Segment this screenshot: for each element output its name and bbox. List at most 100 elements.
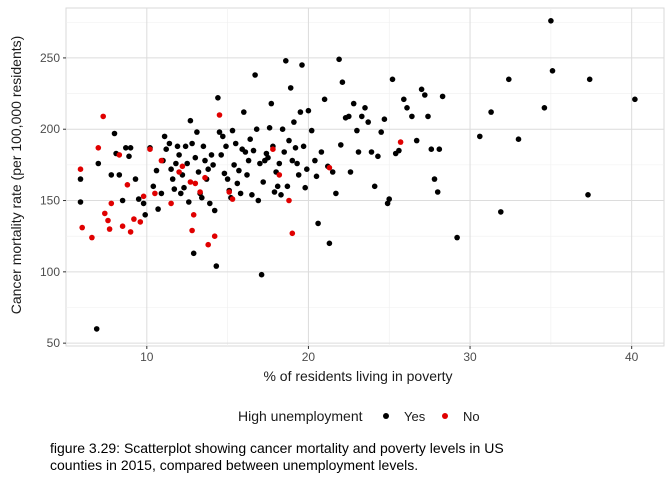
data-point-yes <box>116 172 123 178</box>
data-point-no <box>100 113 106 120</box>
data-point-no <box>202 174 208 181</box>
data-point-yes <box>221 170 228 177</box>
data-point-yes <box>436 146 443 152</box>
data-point-yes <box>354 127 360 134</box>
legend: High unemployment Yes No <box>238 408 480 424</box>
data-point-no <box>216 112 223 118</box>
data-point-yes <box>286 137 292 144</box>
data-point-yes <box>232 140 239 147</box>
data-point-yes <box>194 129 200 135</box>
data-point-yes <box>190 250 197 257</box>
data-point-yes <box>111 130 118 137</box>
data-point-yes <box>295 172 302 178</box>
data-point-yes <box>166 140 173 147</box>
data-point-no <box>197 189 203 195</box>
data-point-yes <box>215 95 221 101</box>
data-point-yes <box>312 157 318 164</box>
data-point-no <box>289 230 296 237</box>
data-point-yes <box>158 190 165 197</box>
data-point-yes <box>208 152 215 158</box>
data-point-yes <box>250 147 257 154</box>
data-points <box>77 18 638 332</box>
data-point-yes <box>274 183 281 190</box>
data-point-yes <box>350 100 357 107</box>
data-point-yes <box>127 145 134 151</box>
data-point-yes <box>207 200 213 207</box>
data-point-yes <box>244 172 250 178</box>
data-point-yes <box>339 79 346 85</box>
data-point-no <box>152 190 158 197</box>
data-point-yes <box>213 263 220 269</box>
data-point-yes <box>318 149 325 155</box>
data-point-yes <box>278 192 284 198</box>
data-point-yes <box>257 160 263 167</box>
data-point-yes <box>258 271 265 278</box>
data-point-yes <box>292 145 299 151</box>
data-point-no <box>226 189 232 195</box>
data-point-no <box>105 217 111 224</box>
panel-border <box>65 7 665 347</box>
data-point-no <box>95 145 102 151</box>
data-point-yes <box>276 160 283 167</box>
data-point-no <box>397 139 404 145</box>
data-point-yes <box>498 209 504 215</box>
data-point-yes <box>186 199 192 205</box>
data-point-yes <box>182 143 189 150</box>
data-point-yes <box>187 117 194 124</box>
data-point-yes <box>515 136 522 142</box>
data-point-yes <box>389 76 396 83</box>
data-point-yes <box>428 146 435 152</box>
data-point-yes <box>77 176 84 182</box>
data-point-yes <box>375 153 381 160</box>
data-point-yes <box>308 127 315 134</box>
data-point-no <box>276 172 283 178</box>
data-point-no <box>168 200 174 207</box>
data-point-yes <box>255 197 262 204</box>
data-point-yes <box>365 119 372 125</box>
figure-caption: figure 3.29: Scatterplot showing cancer … <box>50 440 504 473</box>
data-point-yes <box>119 197 126 204</box>
axes: 10 20 30 40 50 100 150 200 250 <box>40 51 639 364</box>
data-point-no <box>326 164 333 171</box>
data-point-yes <box>266 125 273 131</box>
data-point-no <box>176 169 182 175</box>
data-point-yes <box>302 184 309 191</box>
data-point-yes <box>418 86 425 93</box>
data-point-yes <box>425 113 431 120</box>
data-point-yes <box>346 113 352 120</box>
data-point-no <box>116 152 123 158</box>
data-point-yes <box>223 143 229 150</box>
data-point-yes <box>220 133 226 140</box>
data-point-yes <box>488 109 494 115</box>
data-point-yes <box>241 109 247 115</box>
data-point-yes <box>413 137 420 144</box>
data-point-yes <box>315 220 321 227</box>
data-point-no <box>124 182 131 188</box>
legend-key-no <box>442 413 448 419</box>
data-point-yes <box>77 199 84 205</box>
data-point-yes <box>253 126 260 132</box>
data-point-yes <box>200 143 207 150</box>
data-point-yes <box>422 92 428 98</box>
data-point-yes <box>396 147 402 154</box>
data-point-yes <box>586 76 593 83</box>
data-point-yes <box>386 196 393 202</box>
data-point-no <box>108 200 115 207</box>
data-point-yes <box>224 176 231 182</box>
data-point-yes <box>135 196 142 202</box>
data-point-yes <box>549 68 556 74</box>
data-point-no <box>286 197 292 204</box>
data-point-yes <box>281 149 288 155</box>
data-point-yes <box>140 200 147 207</box>
x-tick-label: 20 <box>302 350 316 364</box>
data-point-no <box>158 157 165 164</box>
data-point-yes <box>108 172 115 178</box>
y-tick-label: 150 <box>40 194 60 208</box>
data-point-yes <box>155 206 161 212</box>
plot-panel <box>65 7 665 347</box>
data-point-yes <box>169 176 176 182</box>
data-point-yes <box>506 76 512 83</box>
data-point-yes <box>305 107 312 114</box>
data-point-yes <box>216 129 223 135</box>
data-point-yes <box>205 166 211 172</box>
